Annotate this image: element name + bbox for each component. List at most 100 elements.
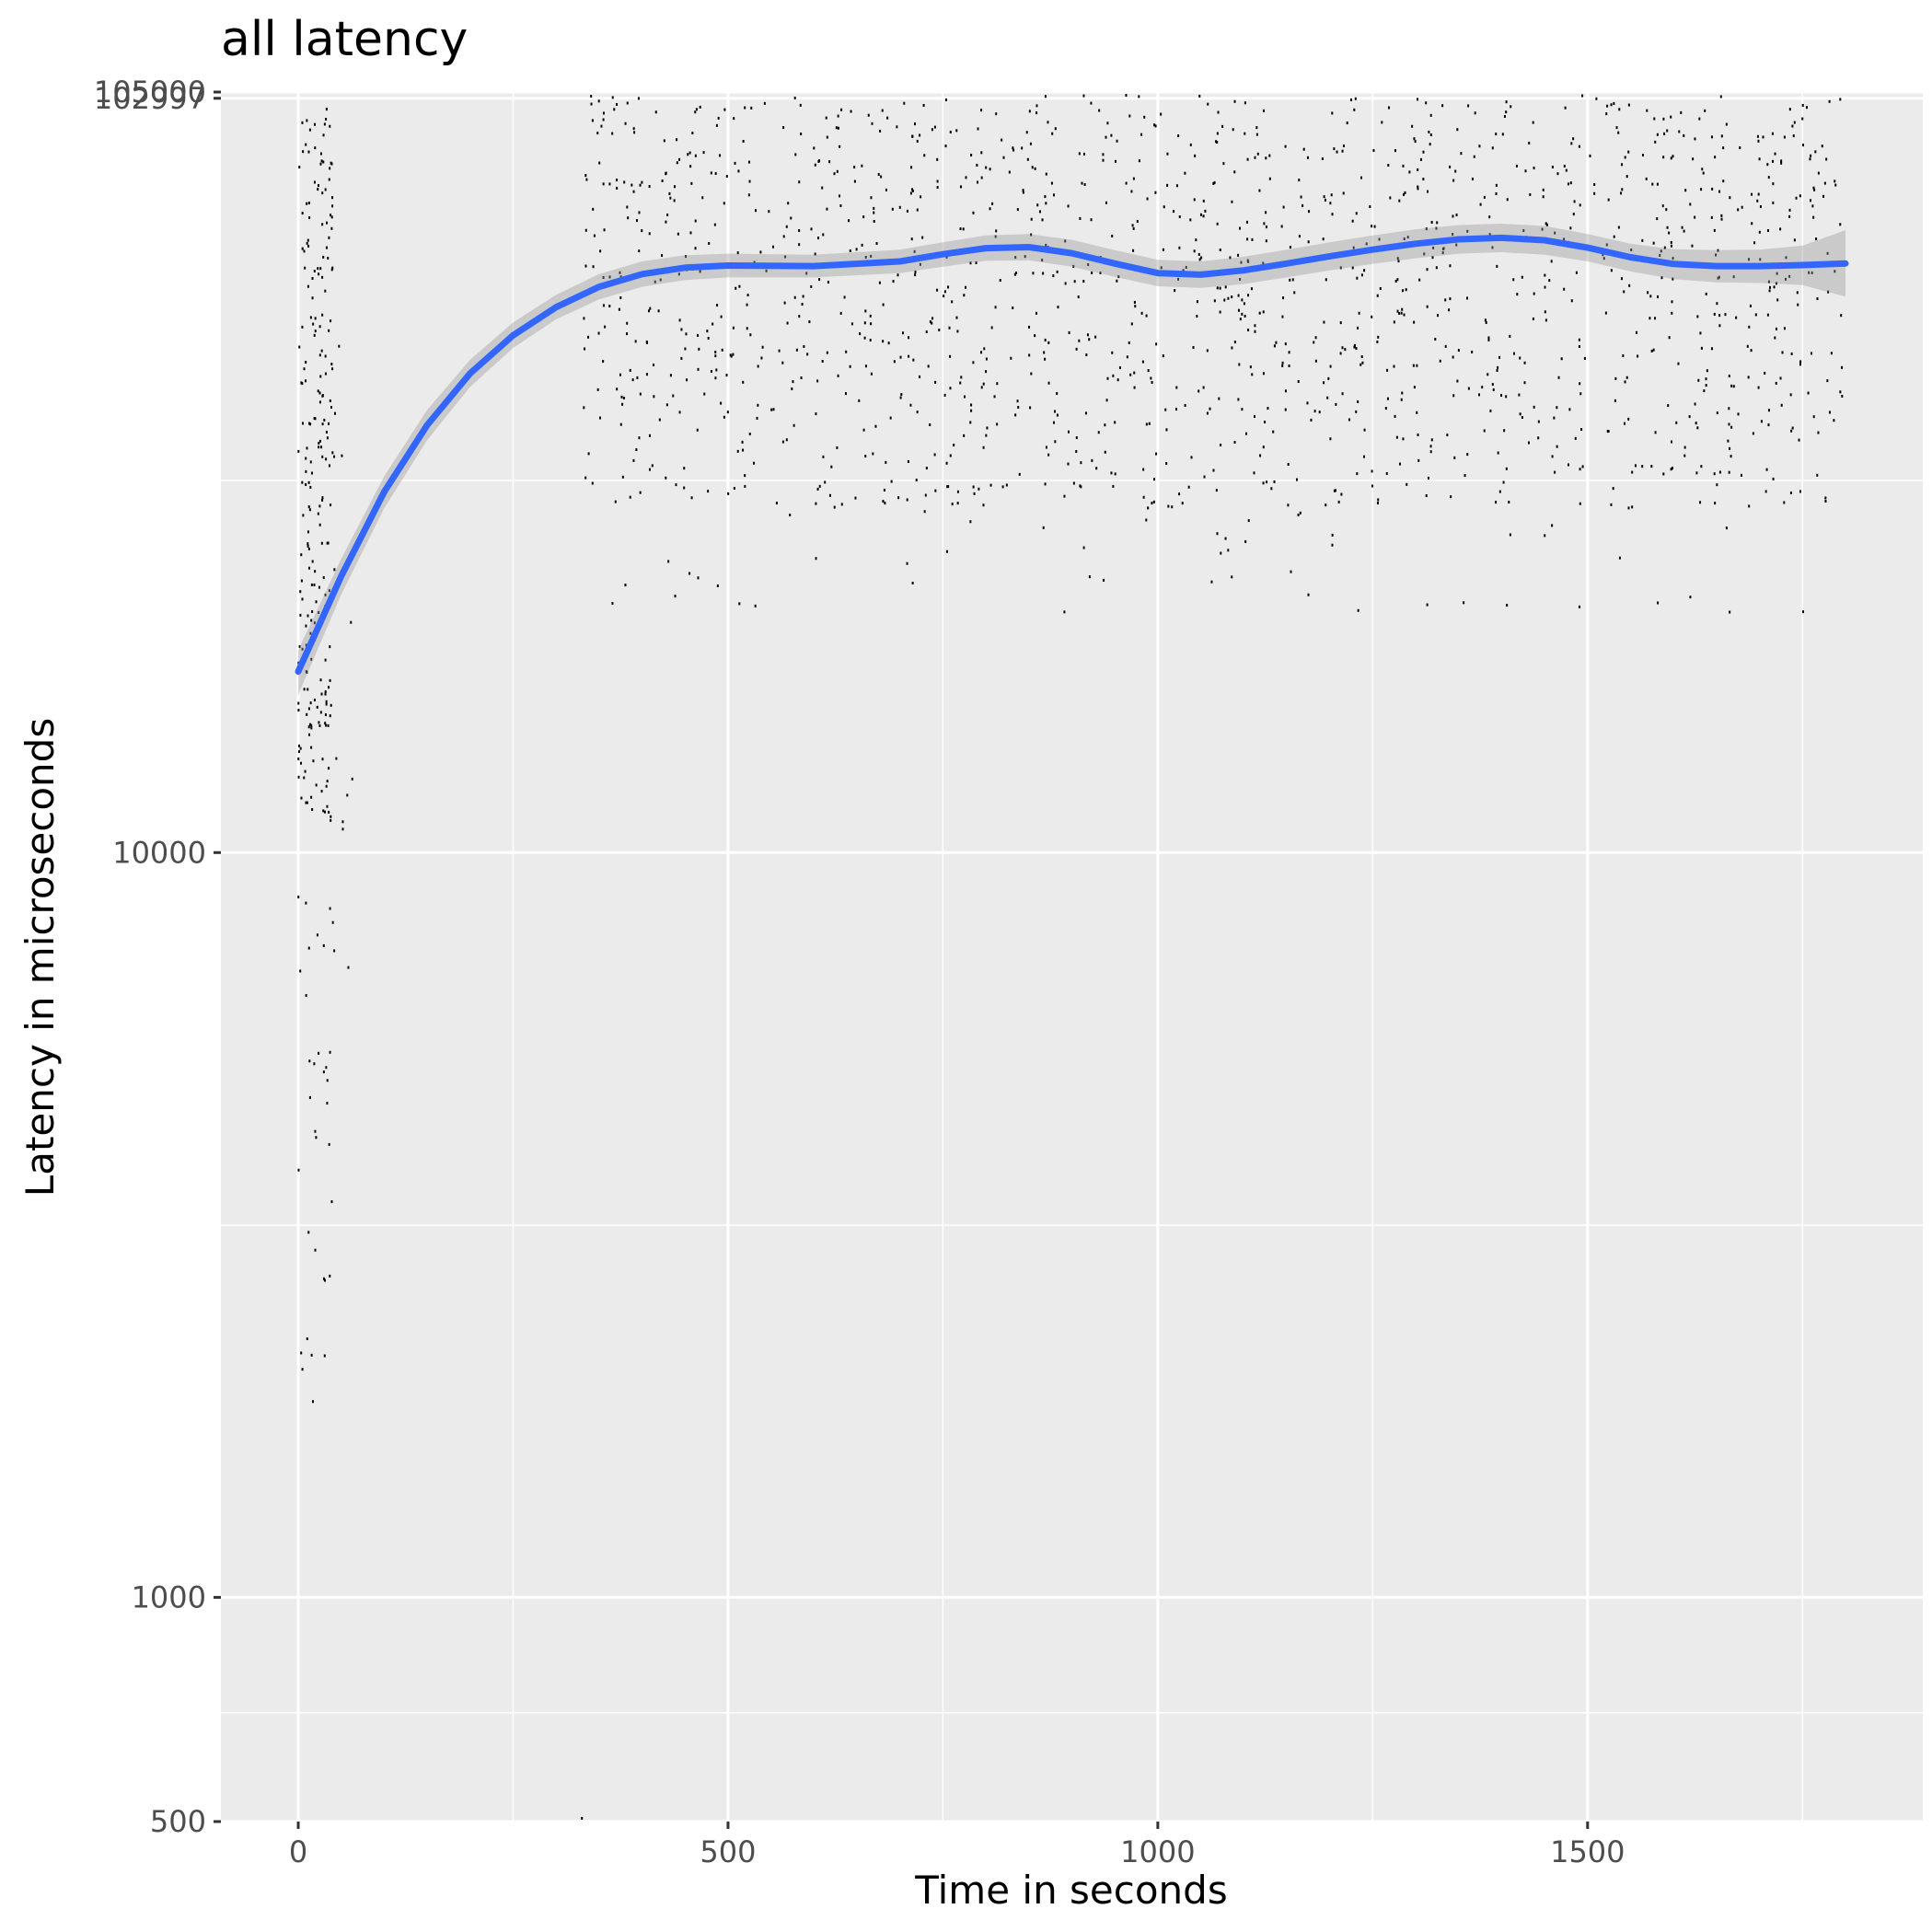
scatter-point: [1212, 181, 1215, 185]
scatter-point: [1750, 349, 1753, 353]
scatter-point: [980, 109, 983, 112]
scatter-point: [840, 503, 843, 506]
scatter-point: [1099, 271, 1102, 274]
scatter-point: [311, 807, 314, 811]
scatter-point: [1455, 213, 1458, 216]
scatter-point: [1641, 154, 1644, 157]
scatter-point: [1548, 279, 1551, 283]
scatter-point: [611, 96, 614, 99]
scatter-point: [1822, 194, 1825, 198]
scatter-point: [1789, 393, 1792, 397]
scatter-point: [1496, 369, 1498, 373]
scatter-point: [1756, 134, 1759, 138]
scatter-point: [602, 111, 605, 115]
scatter-point: [1080, 461, 1082, 465]
scatter-point: [1670, 468, 1672, 471]
scatter-point: [1356, 472, 1359, 476]
scatter-point: [1618, 556, 1621, 560]
scatter-point: [964, 395, 966, 399]
scatter-point: [634, 340, 637, 343]
scatter-point: [906, 498, 908, 502]
scatter-point: [1670, 115, 1672, 119]
scatter-point: [1579, 203, 1581, 207]
scatter-point: [1322, 237, 1325, 241]
scatter-point: [1749, 304, 1752, 307]
y-tick-label: 1000: [132, 1579, 206, 1614]
scatter-point: [1621, 188, 1624, 191]
scatter-point: [1313, 410, 1316, 413]
scatter-point: [1567, 463, 1569, 467]
scatter-point: [1072, 264, 1075, 268]
scatter-point: [869, 339, 872, 342]
scatter-point: [320, 790, 323, 793]
scatter-point: [1578, 605, 1580, 608]
scatter-point: [1487, 336, 1490, 340]
scatter-point: [806, 353, 809, 356]
scatter-point: [637, 97, 640, 100]
scatter-point: [1045, 243, 1047, 247]
scatter-point: [330, 405, 333, 409]
scatter-point: [310, 1353, 313, 1357]
scatter-point: [1473, 155, 1475, 158]
scatter-point: [1090, 101, 1093, 105]
scatter-point: [321, 758, 324, 761]
scatter-point: [1302, 147, 1305, 151]
scatter-point: [314, 1129, 317, 1133]
scatter-point: [1452, 214, 1454, 218]
scatter-point: [1768, 289, 1771, 293]
scatter-point: [737, 169, 740, 173]
scatter-point: [326, 1102, 329, 1105]
scatter-point: [591, 481, 594, 485]
scatter-point: [317, 184, 319, 188]
scatter-point: [330, 815, 332, 818]
scatter-point: [1177, 277, 1180, 281]
scatter-point: [1377, 335, 1380, 339]
scatter-point: [1351, 219, 1354, 223]
scatter-point: [969, 421, 972, 424]
scatter-point: [1471, 177, 1474, 180]
scatter-point: [315, 783, 318, 787]
scatter-point: [1839, 223, 1842, 226]
scatter-point: [990, 326, 993, 330]
scatter-point: [311, 296, 314, 300]
scatter-point: [910, 166, 913, 169]
scatter-point: [1503, 114, 1506, 118]
scatter-point: [1641, 465, 1644, 469]
scatter-point: [602, 118, 605, 121]
scatter-point: [1044, 357, 1047, 361]
scatter-point: [1814, 150, 1817, 154]
scatter-point: [1660, 249, 1662, 253]
scatter-point: [1263, 222, 1266, 226]
scatter-point: [301, 1368, 304, 1371]
scatter-point: [327, 723, 330, 727]
scatter-point: [960, 376, 963, 379]
scatter-point: [1031, 166, 1034, 169]
scatter-point: [341, 454, 343, 457]
scatter-point: [976, 163, 978, 167]
scatter-point: [956, 502, 959, 505]
scatter-point: [1453, 456, 1456, 459]
scatter-point: [1492, 388, 1495, 391]
scatter-point: [328, 236, 330, 239]
scatter-point: [1145, 314, 1148, 318]
scatter-point: [1554, 231, 1556, 235]
scatter-point: [1545, 223, 1548, 226]
scatter-point: [1025, 131, 1028, 134]
scatter-point: [301, 212, 304, 215]
scatter-point: [1727, 439, 1730, 443]
scatter-point: [1056, 413, 1059, 417]
scatter-point: [956, 490, 959, 493]
scatter-point: [1436, 221, 1439, 225]
scatter-point: [1275, 341, 1278, 344]
scatter-point: [1239, 226, 1242, 230]
scatter-point: [639, 491, 642, 494]
scatter-point: [923, 154, 926, 157]
scatter-point: [913, 249, 916, 253]
scatter-point: [1042, 526, 1045, 529]
scatter-point: [1341, 346, 1344, 350]
scatter-point: [910, 237, 913, 241]
scatter-point: [1022, 191, 1024, 194]
scatter-point: [1646, 109, 1649, 112]
scatter-point: [1430, 220, 1433, 224]
scatter-point: [1523, 381, 1526, 385]
